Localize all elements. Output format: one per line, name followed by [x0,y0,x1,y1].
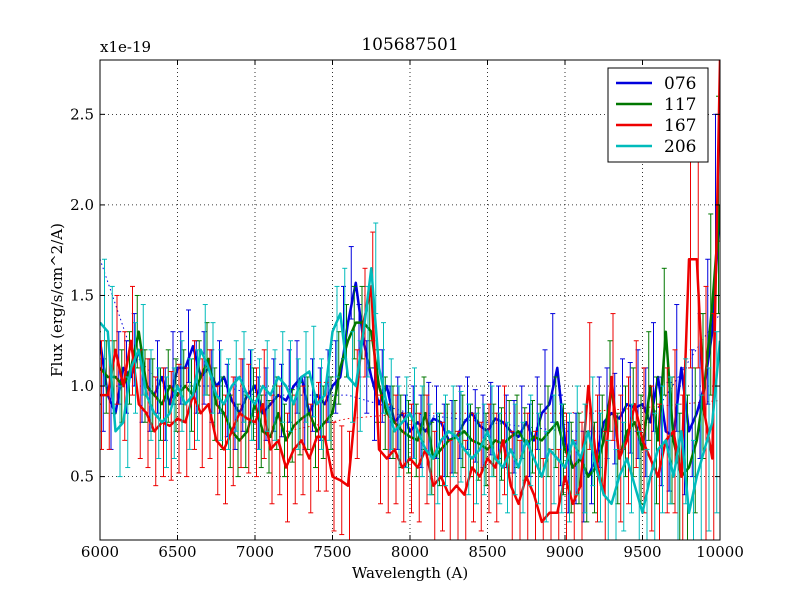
y-tick-label: 2.5 [70,105,94,123]
legend-label-167: 167 [664,116,696,136]
series-206 [100,222,720,540]
axis-ticks: 6000 6500 7000 7500 8000 8500 9000 9500 10000 0.5… [70,60,744,561]
x-tick-label: 6000 [81,543,119,561]
y-axis-label: Flux (erg/s/cm^2/A) [48,223,66,377]
legend-label-076: 076 [664,74,696,94]
chart-title: 105687501 [361,35,458,55]
legend-label-206: 206 [664,137,696,157]
series-167 [100,60,720,540]
y-tick-label: 0.5 [70,468,94,486]
x-tick-label: 10000 [696,543,744,561]
legend-label-117: 117 [664,95,696,115]
x-tick-label: 8500 [468,543,506,561]
x-tick-label: 7000 [236,543,274,561]
x-axis-label: Wavelength (A) [352,564,468,582]
x-tick-label: 6500 [158,543,196,561]
x-tick-label: 9500 [623,543,661,561]
series-line-167 [100,60,720,524]
x-tick-label: 9000 [546,543,584,561]
y-tick-label: 1.0 [70,377,94,395]
y-tick-label: 1.5 [70,286,94,304]
y-offset-label: x1e-19 [100,38,151,56]
x-tick-label: 7500 [313,543,351,561]
series-line-206 [100,267,720,515]
y-tick-label: 2.0 [70,196,94,214]
x-tick-label: 8000 [391,543,429,561]
blue-model-line [100,259,720,432]
